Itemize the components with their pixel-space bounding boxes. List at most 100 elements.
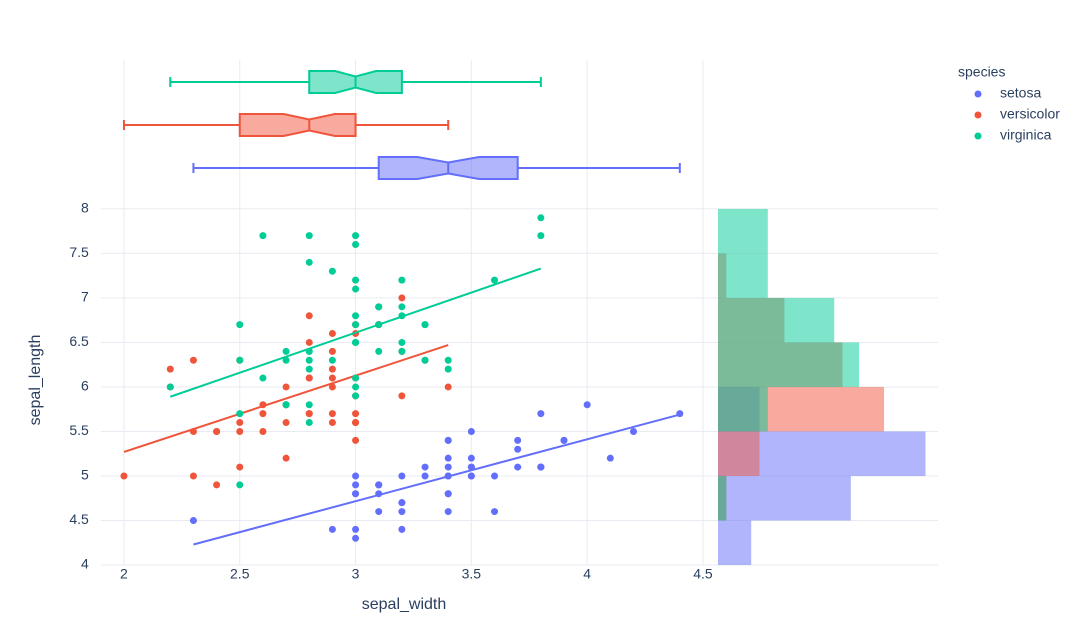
y-tick-label: 5 [81, 467, 89, 483]
scatter-point [305, 338, 313, 346]
scatter-point [629, 427, 637, 435]
legend-label: versicolor [1000, 106, 1060, 122]
histogram-bar [718, 520, 752, 565]
scatter-point [282, 347, 290, 355]
y-tick-label: 5.5 [69, 422, 89, 438]
scatter-point [537, 214, 545, 222]
scatter-point [352, 285, 360, 293]
scatter-point [352, 419, 360, 427]
scatter-point [305, 374, 313, 382]
scatter-point [120, 472, 128, 480]
x-tick-label: 4 [583, 566, 591, 582]
scatter-point [375, 347, 383, 355]
y-tick-label: 4.5 [69, 511, 89, 527]
scatter-point [328, 374, 336, 382]
scatter-point [583, 401, 591, 409]
scatter-point [421, 472, 429, 480]
scatter-point [282, 356, 290, 364]
y-tick-label: 4 [81, 556, 89, 572]
scatter-point [236, 321, 244, 329]
scatter-point [352, 392, 360, 400]
scatter-point [328, 419, 336, 427]
scatter-point [352, 374, 360, 382]
scatter-point [282, 454, 290, 462]
scatter-point [352, 481, 360, 489]
scatter-point [352, 321, 360, 329]
scatter-point [398, 499, 406, 507]
histogram-bar [718, 431, 760, 476]
scatter-point [444, 436, 452, 444]
scatter-point [375, 481, 383, 489]
scatter-point [305, 312, 313, 320]
scatter-point [352, 338, 360, 346]
scatter-point [328, 410, 336, 418]
scatter-point [282, 401, 290, 409]
scatter-point [560, 436, 568, 444]
scatter-point [352, 534, 360, 542]
scatter-point [305, 410, 313, 418]
scatter-point [444, 356, 452, 364]
x-tick-label: 3.5 [462, 566, 482, 582]
scatter-point [166, 383, 174, 391]
x-axis-title: sepal_width [362, 596, 447, 613]
scatter-point [514, 445, 522, 453]
trendline [193, 413, 681, 546]
scatter-point [328, 383, 336, 391]
scatter-point [467, 472, 475, 480]
scatter-point [491, 472, 499, 480]
scatter-point [375, 303, 383, 311]
scatter-point [444, 508, 452, 516]
scatter-point [444, 463, 452, 471]
scatter-point [421, 463, 429, 471]
scatter-point [398, 508, 406, 516]
trendline [169, 267, 542, 398]
scatter-point [537, 463, 545, 471]
scatter-point [514, 463, 522, 471]
scatter-point [189, 356, 197, 364]
scatter-point [444, 490, 452, 498]
scatter-point [328, 267, 336, 275]
scatter-point [514, 436, 522, 444]
scatter-point [467, 427, 475, 435]
scatter-point [305, 401, 313, 409]
y-axis-title: sepal_length [27, 335, 44, 426]
y-tick-label: 6 [81, 378, 89, 394]
scatter-point [444, 454, 452, 462]
legend-marker [974, 111, 982, 119]
y-tick-label: 6.5 [69, 333, 89, 349]
scatter-point [189, 516, 197, 524]
y-tick-label: 7.5 [69, 244, 89, 260]
scatter-point [398, 392, 406, 400]
scatter-point [328, 365, 336, 373]
legend-marker [974, 132, 982, 140]
histogram-bar [718, 475, 727, 521]
scatter-point [213, 427, 221, 435]
scatter-point [444, 365, 452, 373]
scatter-point [537, 410, 545, 418]
scatter-point [236, 356, 244, 364]
scatter-point [236, 427, 244, 435]
scatter-point [398, 276, 406, 284]
scatter-point [352, 241, 360, 249]
legend-label: virginica [1000, 127, 1052, 143]
scatter-point [328, 525, 336, 533]
scatter-point [444, 383, 452, 391]
scatter-point [305, 365, 313, 373]
scatter-point [305, 419, 313, 427]
scatter-point [282, 383, 290, 391]
scatter-point [305, 258, 313, 266]
scatter-point [328, 347, 336, 355]
scatter-point [305, 356, 313, 364]
scatter-point [352, 383, 360, 391]
x-tick-label: 4.5 [693, 566, 713, 582]
scatter-point [259, 232, 267, 240]
scatter-point [259, 427, 267, 435]
y-tick-label: 8 [81, 200, 89, 216]
scatter-point [352, 232, 360, 240]
scatter-point [398, 338, 406, 346]
scatter-point [352, 436, 360, 444]
scatter-point [328, 356, 336, 364]
scatter-point [352, 312, 360, 320]
box [238, 113, 357, 137]
